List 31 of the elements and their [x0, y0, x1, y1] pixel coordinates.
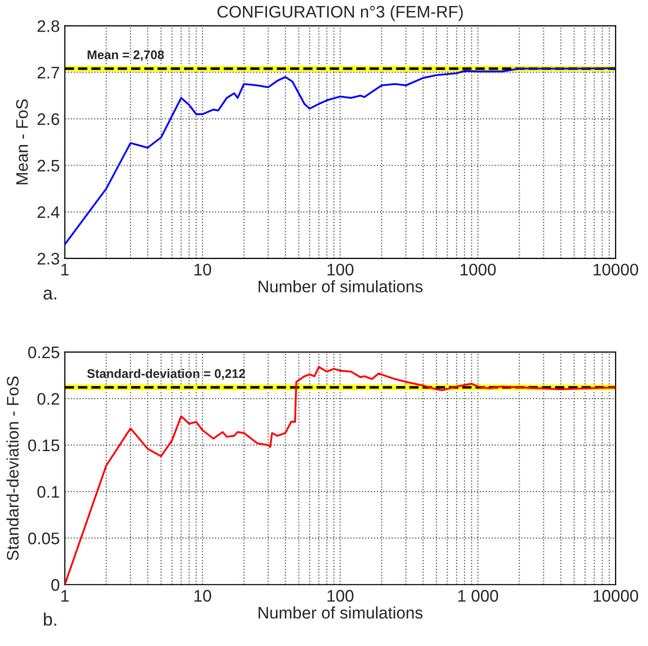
x-tick-label: 10000: [594, 590, 638, 602]
x-tick-label: 1000: [460, 264, 496, 276]
ref-line-label: Mean = 2,708: [88, 50, 164, 62]
text: a.: [44, 290, 56, 300]
text: b.: [44, 612, 56, 626]
chart-title: CONFIGURATION n°3 (FEM-RF): [218, 5, 463, 21]
x-tick-label: 10: [194, 590, 212, 602]
x-axis-title: Number of simulations: [258, 606, 423, 619]
ref-line-label: Standard-deviation = 0,212: [87, 368, 246, 380]
y-tick-label: 2.7: [38, 66, 60, 78]
y-tick-label: 2.8: [38, 20, 60, 32]
y-axis-title: Standard-deviation - FoS: [6, 376, 19, 560]
y-tick-label: 0.05: [28, 532, 60, 544]
y-tick-label: 0: [51, 579, 60, 591]
x-tick-label: 10000: [594, 264, 638, 276]
y-tick-label: 0.2: [37, 392, 60, 405]
y-tick-label: 2.6: [38, 113, 60, 126]
y-tick-label: 0.1: [37, 486, 60, 498]
y-tick-label: 2.4: [38, 206, 60, 218]
x-tick-label: 1: [61, 590, 69, 602]
x-tick-label: 1: [61, 264, 69, 276]
y-tick-label: 0.25: [28, 346, 60, 358]
x-tick-label: 100: [328, 264, 354, 276]
x-tick-label: 100: [328, 590, 354, 602]
y-tick-label: 2.5: [38, 160, 60, 172]
y-axis-title: Mean - FoS: [16, 99, 28, 184]
x-tick-label: 10: [194, 264, 212, 276]
x-tick-label: 1 000: [458, 590, 498, 602]
y-tick-label: 0.15: [28, 439, 60, 452]
x-axis-title: Number of simulations: [258, 280, 423, 292]
y-tick-label: 2.3: [38, 252, 60, 265]
